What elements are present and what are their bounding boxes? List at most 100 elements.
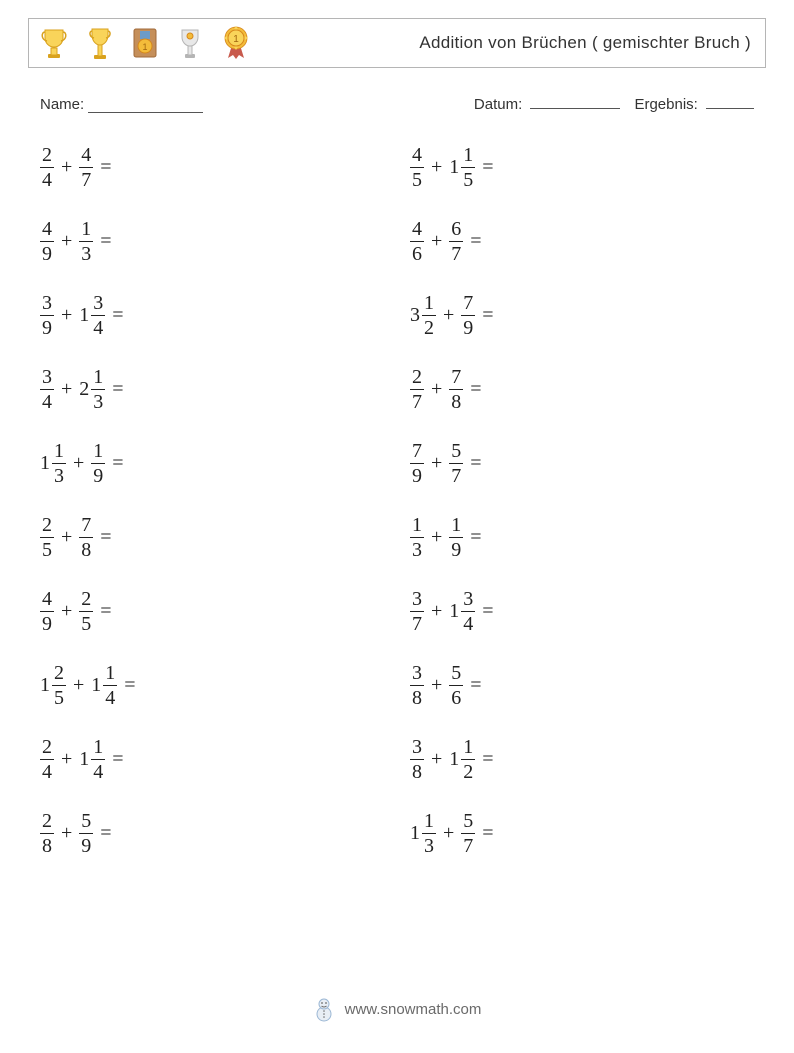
term-b-denominator: 7 bbox=[449, 463, 463, 486]
problem-row: 113+19=79+57= bbox=[40, 426, 760, 500]
equals-sign: = bbox=[463, 378, 481, 401]
result-blank[interactable] bbox=[706, 94, 754, 109]
term-a-mixed: 113 bbox=[410, 811, 436, 856]
term-b-numerator: 1 bbox=[103, 663, 117, 685]
term-b-whole: 1 bbox=[79, 304, 91, 327]
term-a-numerator: 2 bbox=[40, 811, 54, 833]
equals-sign: = bbox=[93, 822, 111, 845]
term-a-fraction: 38 bbox=[410, 737, 424, 782]
plus-sign: + bbox=[424, 526, 449, 549]
silver-cup-icon bbox=[177, 26, 203, 60]
problem-cell: 125+114= bbox=[40, 663, 410, 708]
equals-sign: = bbox=[463, 526, 481, 549]
term-b-numerator: 1 bbox=[461, 145, 475, 167]
plus-sign: + bbox=[54, 526, 79, 549]
term-b-mixed: 213 bbox=[79, 367, 105, 412]
term-a-fraction: 13 bbox=[410, 515, 424, 560]
term-a-fraction: 49 bbox=[40, 589, 54, 634]
term-b-fraction: 78 bbox=[449, 367, 463, 412]
term-b-fraction: 34 bbox=[91, 293, 105, 338]
term-a-fraction: 24 bbox=[40, 737, 54, 782]
term-a-denominator: 3 bbox=[52, 463, 66, 486]
term-b-fraction: 13 bbox=[91, 367, 105, 412]
term-a-fraction: 39 bbox=[40, 293, 54, 338]
equals-sign: = bbox=[463, 230, 481, 253]
term-a-numerator: 4 bbox=[410, 145, 424, 167]
plus-sign: + bbox=[54, 378, 79, 401]
term-a-denominator: 5 bbox=[410, 167, 424, 190]
problem-cell: 113+19= bbox=[40, 441, 410, 486]
term-b-numerator: 1 bbox=[91, 367, 105, 389]
plus-sign: + bbox=[54, 600, 79, 623]
term-b-denominator: 6 bbox=[449, 685, 463, 708]
problem-row: 49+13=46+67= bbox=[40, 204, 760, 278]
plus-sign: + bbox=[54, 230, 79, 253]
term-b-denominator: 5 bbox=[79, 611, 93, 634]
term-b-denominator: 2 bbox=[461, 759, 475, 782]
footer: www.snowmath.com bbox=[0, 996, 794, 1027]
term-b-numerator: 5 bbox=[79, 811, 93, 833]
term-b-denominator: 4 bbox=[103, 685, 117, 708]
snowman-icon bbox=[313, 996, 335, 1022]
problems-grid: 24+47=45+115=49+13=46+67=39+134=312+79=3… bbox=[40, 130, 760, 870]
term-a-whole: 1 bbox=[40, 674, 52, 697]
term-a-denominator: 7 bbox=[410, 611, 424, 634]
problem-cell: 25+78= bbox=[40, 515, 410, 560]
term-b-numerator: 7 bbox=[449, 367, 463, 389]
equals-sign: = bbox=[93, 526, 111, 549]
term-b-fraction: 57 bbox=[461, 811, 475, 856]
plus-sign: + bbox=[436, 822, 461, 845]
term-a-denominator: 5 bbox=[40, 537, 54, 560]
term-b-numerator: 6 bbox=[449, 219, 463, 241]
equals-sign: = bbox=[475, 822, 493, 845]
term-b-fraction: 67 bbox=[449, 219, 463, 264]
equals-sign: = bbox=[463, 674, 481, 697]
plus-sign: + bbox=[54, 748, 79, 771]
term-a-mixed: 125 bbox=[40, 663, 66, 708]
term-a-fraction: 24 bbox=[40, 145, 54, 190]
term-a-fraction: 13 bbox=[422, 811, 436, 856]
equals-sign: = bbox=[105, 452, 123, 475]
term-b-numerator: 4 bbox=[79, 145, 93, 167]
term-a-numerator: 3 bbox=[410, 589, 424, 611]
name-label: Name: bbox=[40, 96, 84, 113]
term-a-numerator: 7 bbox=[410, 441, 424, 463]
problem-cell: 113+57= bbox=[410, 811, 760, 856]
problem-cell: 24+114= bbox=[40, 737, 410, 782]
term-a-mixed: 312 bbox=[410, 293, 436, 338]
term-b-numerator: 3 bbox=[461, 589, 475, 611]
term-a-denominator: 9 bbox=[40, 611, 54, 634]
term-b-numerator: 1 bbox=[449, 515, 463, 537]
problem-cell: 46+67= bbox=[410, 219, 760, 264]
term-b-fraction: 12 bbox=[461, 737, 475, 782]
plus-sign: + bbox=[424, 748, 449, 771]
term-a-numerator: 4 bbox=[40, 589, 54, 611]
term-a-denominator: 8 bbox=[40, 833, 54, 856]
term-b-fraction: 34 bbox=[461, 589, 475, 634]
term-a-denominator: 3 bbox=[410, 537, 424, 560]
term-a-numerator: 1 bbox=[422, 293, 436, 315]
term-b-numerator: 1 bbox=[91, 441, 105, 463]
name-blank[interactable] bbox=[88, 98, 203, 113]
term-b-whole: 2 bbox=[79, 378, 91, 401]
term-a-denominator: 6 bbox=[410, 241, 424, 264]
term-a-fraction: 27 bbox=[410, 367, 424, 412]
date-blank[interactable] bbox=[530, 94, 620, 109]
plus-sign: + bbox=[54, 156, 79, 179]
equals-sign: = bbox=[117, 674, 135, 697]
term-b-denominator: 9 bbox=[461, 315, 475, 338]
term-a-numerator: 2 bbox=[52, 663, 66, 685]
term-a-fraction: 25 bbox=[40, 515, 54, 560]
term-b-denominator: 4 bbox=[91, 315, 105, 338]
equals-sign: = bbox=[93, 600, 111, 623]
result-label: Ergebnis: bbox=[634, 96, 697, 113]
term-a-denominator: 2 bbox=[422, 315, 436, 338]
problem-cell: 37+134= bbox=[410, 589, 760, 634]
term-b-numerator: 7 bbox=[79, 515, 93, 537]
problem-row: 24+114=38+112= bbox=[40, 722, 760, 796]
plus-sign: + bbox=[424, 230, 449, 253]
term-b-denominator: 9 bbox=[79, 833, 93, 856]
term-b-mixed: 114 bbox=[79, 737, 105, 782]
problem-row: 49+25=37+134= bbox=[40, 574, 760, 648]
term-a-mixed: 113 bbox=[40, 441, 66, 486]
